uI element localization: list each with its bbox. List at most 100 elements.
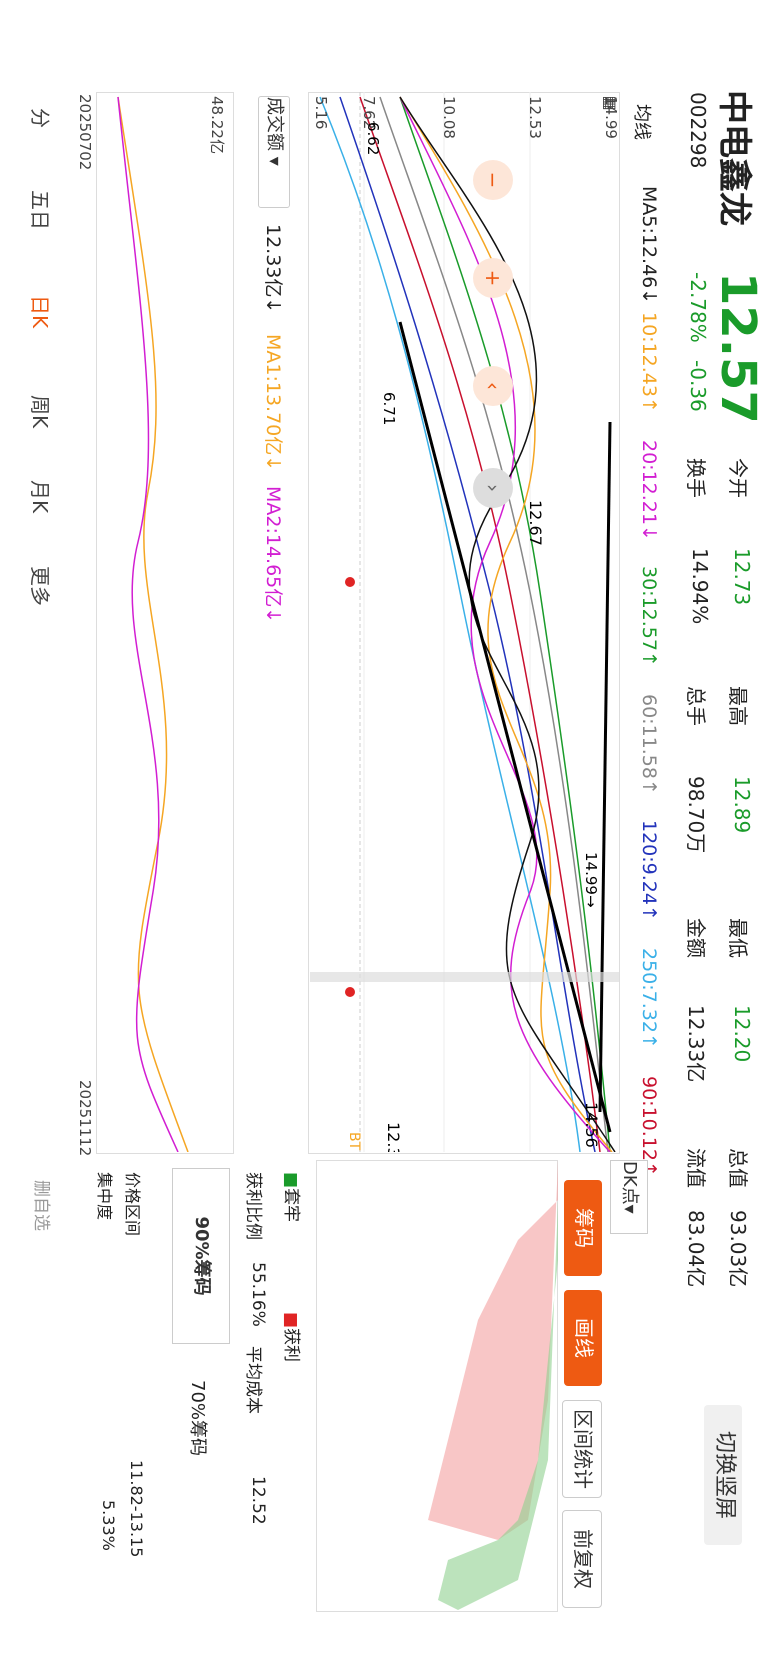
dk-point-button[interactable]: DK点▾	[610, 1160, 648, 1234]
bt-annotation: BT	[346, 1132, 362, 1151]
profit-ratio-label: 获利比例	[243, 1172, 263, 1240]
avg-cost-label: 平均成本	[243, 1346, 263, 1414]
open-value: 12.73	[730, 548, 754, 606]
legend-profit: ■获利	[281, 1312, 301, 1363]
ma90-line	[359, 96, 601, 1152]
change-pct: -2.78%	[686, 272, 710, 343]
float-value: 83.04亿	[684, 1210, 708, 1288]
tab-draw-button[interactable]: 画线	[564, 1290, 602, 1386]
price-chart-svg: 14.99 12.53 10.08 7.62 5.16 12.67 14.99→…	[310, 92, 620, 1152]
signal-dot	[345, 577, 355, 587]
toolbar-tab-more[interactable]: 更多	[28, 566, 52, 606]
volume-chart-svg	[117, 96, 189, 1152]
legend-trapped-label: 套牢	[281, 1188, 301, 1223]
chip90-tab[interactable]: 90%筹码	[172, 1168, 230, 1344]
price-axis-label-1: 12.53	[526, 96, 544, 139]
current-annotation: 12.3	[384, 1122, 403, 1152]
toolbar-tab-5day[interactable]: 五日	[28, 190, 52, 230]
ma60-value: 60:11.58↑	[638, 694, 660, 795]
zoom-in-button[interactable]: +	[473, 258, 513, 298]
turnover-value: 14.94%	[688, 548, 712, 625]
ma30-line	[399, 96, 611, 1152]
avg-cost-value: 12.52	[248, 1476, 268, 1525]
float-label: 流值	[684, 1148, 708, 1188]
scroll-right-button[interactable]: ›	[473, 468, 513, 508]
ma5-value: MA5:12.46↓	[638, 186, 660, 305]
concentration-label: 集中度	[95, 1172, 114, 1221]
signal-dot	[345, 987, 355, 997]
switch-portrait-button[interactable]: 切换竖屏	[704, 1405, 742, 1545]
range-highlight	[310, 972, 620, 982]
price-axis-label-2: 10.08	[440, 96, 458, 139]
low-value: 12.20	[730, 1005, 754, 1063]
volume-ma1: MA1:13.70亿↓	[262, 334, 284, 472]
range-label: 价格区间	[123, 1172, 142, 1237]
ma120-line	[339, 96, 596, 1152]
date-start: 20250702	[76, 94, 94, 171]
low-annotation: 6.71	[380, 392, 398, 425]
date-end: 20251112	[76, 1080, 94, 1157]
amount-value: 12.33亿	[684, 1005, 708, 1083]
ma60-line	[379, 96, 609, 1152]
ma20-line	[399, 96, 611, 1152]
ma30-value: 30:12.57↑	[638, 566, 660, 667]
volume-ma2-line	[117, 96, 179, 1152]
current-price: 12.57	[710, 272, 766, 424]
range-value: 11.82-13.15	[127, 1460, 146, 1558]
price-axis-label-3: 7.62	[360, 96, 378, 129]
amount-label: 金额	[684, 918, 708, 958]
volume-ma2: MA2:14.65亿↓	[262, 486, 284, 624]
legend-trapped: ■套牢	[281, 1172, 301, 1223]
high-value: 12.89	[730, 776, 754, 834]
chip70-tab[interactable]: 70%筹码	[187, 1380, 208, 1457]
ma120-value: 120:9.24↑	[638, 820, 660, 921]
toolbar-tab-month[interactable]: 月K	[28, 480, 52, 514]
ma250-line	[319, 96, 581, 1152]
ma10-line	[399, 96, 613, 1152]
volume-selector[interactable]: 成交额 ▾	[258, 96, 290, 208]
dk-point-label: DK点	[619, 1161, 640, 1205]
volume-label: 总手	[684, 686, 708, 726]
volume-selector-label: 成交额	[264, 97, 285, 151]
chip-profit-area	[428, 1160, 558, 1540]
delete-watchlist[interactable]: 删自选	[31, 1180, 51, 1231]
total-label: 总值	[726, 1148, 750, 1188]
change-abs: -0.36	[686, 360, 710, 412]
indicator-toggle-icon[interactable]: ▦	[601, 95, 620, 111]
peak-annotation: 12.67	[526, 500, 545, 546]
ma-indicator[interactable]: 均线	[631, 104, 652, 140]
volume-value: 98.70万	[684, 776, 708, 854]
volume-axis-top: 48.22亿	[208, 96, 226, 154]
chip-trapped-area	[438, 1200, 558, 1610]
ma10-value: 10:12.43↑	[638, 312, 660, 413]
left-low-annotation: 6.62	[364, 122, 382, 155]
price-axis-label-0: 14.99	[602, 96, 620, 139]
volume-value: 12.33亿↓	[262, 224, 284, 314]
trend-line-lower	[398, 321, 612, 1133]
stock-code: 002298	[686, 92, 710, 169]
ma250-value: 250:7.32↑	[638, 948, 660, 1049]
ma5-line	[399, 96, 616, 1152]
chip-distribution-svg	[428, 1160, 558, 1610]
turnover-label: 换手	[684, 458, 708, 498]
tab-stats-button[interactable]: 区间统计	[562, 1400, 602, 1498]
low-label: 最低	[726, 918, 750, 958]
high-annotation: 14.99→	[582, 852, 600, 908]
scroll-left-button[interactable]: ‹	[473, 366, 513, 406]
toolbar-tab-week[interactable]: 周K	[28, 395, 52, 429]
zoom-out-button[interactable]: −	[473, 160, 513, 200]
toolbar-tab-day[interactable]: 日K	[28, 295, 52, 329]
price-axis-label-4: 5.16	[312, 96, 330, 129]
trend-line-upper	[598, 421, 612, 1113]
legend-profit-label: 获利	[281, 1328, 301, 1363]
profit-ratio-value: 55.16%	[248, 1262, 268, 1327]
ma20-value: 20:12.21↓	[638, 440, 660, 541]
high-label: 最高	[726, 686, 750, 726]
tab-adjust-button[interactable]: 前复权	[562, 1510, 602, 1608]
stock-name: 中电鑫龙	[714, 90, 754, 226]
volume-ma1-line	[117, 96, 189, 1152]
tab-chips-button[interactable]: 筹码	[564, 1180, 602, 1276]
total-value: 93.03亿	[726, 1210, 750, 1288]
toolbar-tab-minute[interactable]: 分	[28, 108, 52, 128]
